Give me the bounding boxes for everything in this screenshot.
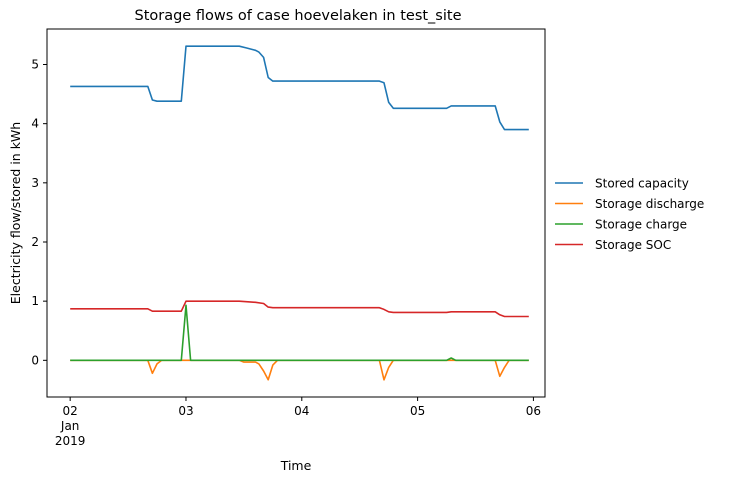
series-layer <box>70 45 529 381</box>
y-axis-ticks: 0 1 2 3 4 5 <box>31 57 47 367</box>
x-tick-label: 03 <box>178 404 193 418</box>
y-tick-label: 3 <box>31 176 39 190</box>
x-tick-label: 04 <box>294 404 309 418</box>
chart-title: Storage flows of case hoevelaken in test… <box>134 8 461 24</box>
y-tick-label: 4 <box>31 117 39 131</box>
x-tick-label: Jan <box>60 419 80 433</box>
legend-label: Stored capacity <box>595 177 689 191</box>
legend-label: Storage SOC <box>595 238 671 252</box>
x-axis-label: Time <box>280 458 312 473</box>
y-axis-label: Electricity flow/stored in kWh <box>8 122 23 304</box>
y-tick-label: 0 <box>31 353 39 367</box>
x-tick-label: 2019 <box>55 434 86 448</box>
legend: Stored capacity Storage discharge Storage … <box>555 177 704 252</box>
series-line-stored-capacity <box>70 45 529 131</box>
plot-frame <box>46 28 546 398</box>
series-line-storage-soc <box>70 300 529 318</box>
series-line-storage-charge <box>70 304 529 362</box>
legend-label: Storage charge <box>595 218 687 232</box>
y-tick-label: 2 <box>31 235 39 249</box>
x-tick-label: 02 <box>63 404 78 418</box>
y-tick-label: 1 <box>31 294 39 308</box>
x-tick-label: 06 <box>526 404 541 418</box>
legend-label: Storage discharge <box>595 197 704 211</box>
y-tick-label: 5 <box>31 57 39 71</box>
x-tick-label: 05 <box>410 404 425 418</box>
series-line-storage-discharge <box>70 359 529 381</box>
